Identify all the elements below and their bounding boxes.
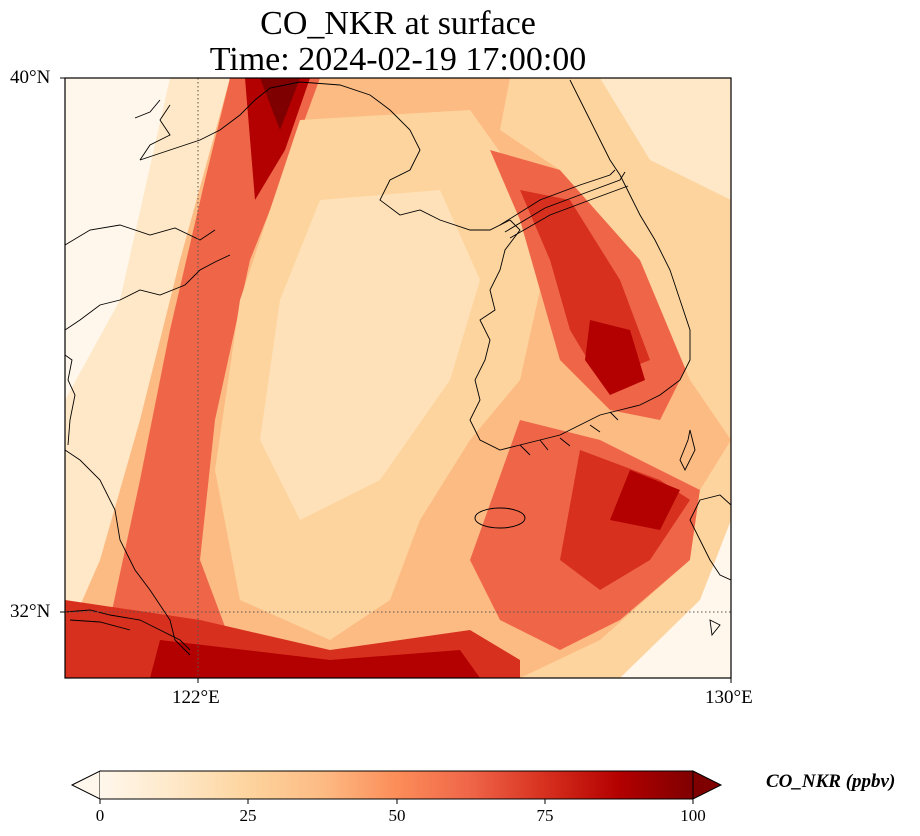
colorbar-tick-100: 100	[680, 806, 706, 825]
south-islands	[519, 411, 619, 456]
field-southeast-corner	[520, 440, 731, 678]
coastlines	[65, 79, 731, 656]
field-east-darkest	[585, 320, 645, 395]
tick-marks	[60, 77, 732, 683]
liaodong-coast	[139, 81, 511, 231]
dmz-line-2	[504, 171, 626, 233]
gridlines	[65, 78, 731, 678]
field-southeast-darkest	[610, 470, 680, 530]
colorbar-extend-max	[692, 770, 723, 800]
colorbar-gradient	[100, 771, 693, 799]
concentration-field	[65, 78, 731, 678]
lon-label-130E: 130°E	[705, 687, 753, 708]
colorbar-tick-25: 25	[239, 806, 257, 825]
korea-coast	[469, 79, 691, 451]
small-island	[709, 619, 721, 637]
lon-label-122E: 122°E	[172, 687, 220, 708]
kyushu	[689, 494, 731, 581]
colorbar-extend-min	[70, 770, 101, 800]
title-line-1: CO_NKR at surface	[260, 5, 536, 42]
jeju-island	[474, 507, 526, 529]
field-northwest-darkest	[260, 78, 300, 130]
colorbar-tick-0: 0	[95, 806, 105, 825]
dmz-line-3	[509, 185, 629, 239]
map-frame	[64, 77, 732, 679]
china-coast-north	[65, 224, 231, 446]
colorbar	[70, 770, 723, 804]
title-line-2: Time: 2024-02-19 17:00:00	[209, 41, 587, 78]
lat-label-40N: 40°N	[10, 67, 51, 88]
dmz-line-1	[499, 169, 616, 226]
china-coast-south	[65, 449, 191, 656]
colorbar-tick-50: 50	[388, 806, 406, 825]
field-west-band	[110, 78, 320, 678]
field-southeast-lightest	[620, 520, 731, 678]
field-northeast-light	[600, 78, 731, 200]
colorbar-tick-75: 75	[536, 806, 554, 825]
field-northwest-dark	[245, 78, 310, 200]
lat-label-32N: 32°N	[10, 601, 51, 622]
field-south-dark	[150, 640, 480, 678]
tsushima	[679, 429, 696, 472]
field-central-lighter	[260, 190, 480, 520]
bohai-coast	[134, 99, 171, 161]
yangtze-mouth	[65, 609, 191, 651]
colorbar-title: CO_NKR (ppbv)	[766, 771, 896, 792]
